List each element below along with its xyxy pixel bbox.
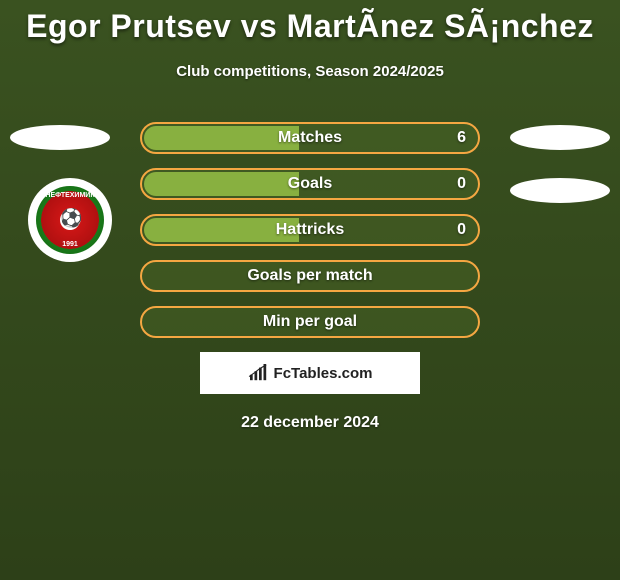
stat-row: Matches 6	[140, 122, 480, 154]
club-logo: НЕФТЕХИМИК 1991	[28, 178, 112, 262]
footer-brand-box: FcTables.com	[200, 352, 420, 394]
stat-row: Goals per match	[140, 260, 480, 292]
footer-brand-text: FcTables.com	[274, 365, 373, 382]
player-badge-right-1	[510, 125, 610, 150]
stat-value: 0	[457, 214, 466, 246]
stat-value: 0	[457, 168, 466, 200]
bar-chart-icon	[248, 364, 270, 382]
club-logo-year: 1991	[62, 241, 78, 248]
stat-label: Matches	[140, 122, 480, 154]
stat-label: Goals	[140, 168, 480, 200]
player-badge-right-2	[510, 178, 610, 203]
player-badge-left	[10, 125, 110, 150]
subtitle: Club competitions, Season 2024/2025	[0, 63, 620, 80]
stat-row: Hattricks 0	[140, 214, 480, 246]
page-title: Egor Prutsev vs MartÃ­nez SÃ¡nchez	[0, 0, 620, 45]
stat-row: Goals 0	[140, 168, 480, 200]
stat-label: Min per goal	[140, 306, 480, 338]
stat-row: Min per goal	[140, 306, 480, 338]
stat-label: Hattricks	[140, 214, 480, 246]
club-logo-text: НЕФТЕХИМИК	[45, 192, 94, 199]
stat-value: 6	[457, 122, 466, 154]
club-logo-ball-icon	[60, 210, 80, 230]
footer-date: 22 december 2024	[0, 414, 620, 432]
stats-container: Matches 6 Goals 0 Hattricks 0 Goals per …	[140, 122, 480, 338]
stat-label: Goals per match	[140, 260, 480, 292]
